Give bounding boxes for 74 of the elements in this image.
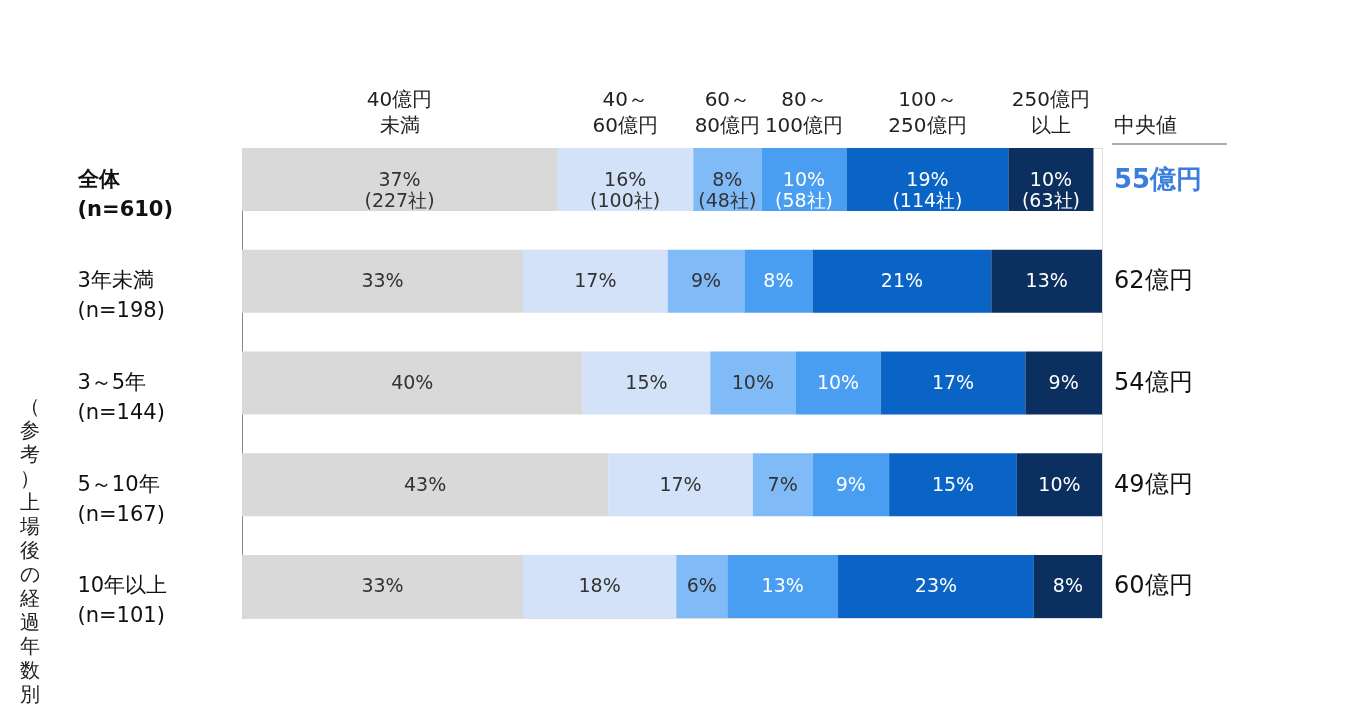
data-label: 17% xyxy=(931,371,975,393)
data-label: 10% xyxy=(1038,472,1081,495)
bar xyxy=(242,351,583,415)
bar xyxy=(557,148,694,212)
data-label: 17% xyxy=(659,472,702,495)
bar xyxy=(846,148,1009,212)
bar xyxy=(838,554,1034,618)
data-label: 10% xyxy=(816,371,860,393)
text: 54億円 xyxy=(1114,368,1193,396)
data-label: 9% xyxy=(835,472,866,495)
y-tick-label: 3年未満 (n=198) xyxy=(77,268,165,323)
data-label: 10% (58社) xyxy=(774,167,833,211)
data-label: 6% xyxy=(686,574,717,597)
bar xyxy=(582,351,711,415)
bar xyxy=(242,148,558,212)
bar xyxy=(744,249,813,313)
data-label: 7% xyxy=(767,472,798,495)
series-label: 40億円未満 xyxy=(366,87,433,137)
bar xyxy=(727,554,839,618)
bar xyxy=(667,249,745,313)
bar xyxy=(242,249,523,313)
data-label: 16% (100社) xyxy=(590,167,661,211)
bar xyxy=(522,249,668,313)
data-label: 10% (63社) xyxy=(1021,167,1080,211)
bar xyxy=(1033,554,1102,618)
y-tick-label: 10年以上 (n=101) xyxy=(77,573,168,628)
series-label: 80～100億円 xyxy=(764,87,844,137)
bar xyxy=(889,453,1017,517)
text: 49億円 xyxy=(1114,469,1193,498)
data-label: 8% xyxy=(763,269,794,292)
data-label: 13% xyxy=(1025,269,1068,292)
bar xyxy=(608,453,753,517)
data-label: 23% xyxy=(914,574,958,597)
bar xyxy=(676,554,728,618)
bar xyxy=(795,351,881,415)
data-label: 43% xyxy=(403,472,447,495)
bar xyxy=(991,249,1102,313)
series-label: 250億円以上 xyxy=(1011,87,1090,137)
bar xyxy=(710,351,796,415)
text: 60億円 xyxy=(1114,571,1193,600)
data-label: 19% (114社) xyxy=(892,167,963,211)
data-label: 8% (48社) xyxy=(698,167,757,211)
data-label: 18% xyxy=(578,574,621,597)
data-label: 33% xyxy=(361,574,404,597)
bar xyxy=(812,249,992,313)
data-label: 17% xyxy=(574,269,617,292)
series-label: 60～80億円 xyxy=(694,87,761,137)
data-label: 13% xyxy=(761,574,804,597)
text: 55億円 xyxy=(1114,163,1203,194)
data-label: 37% (227社) xyxy=(364,167,435,211)
bar xyxy=(522,554,677,618)
data-label: 40% xyxy=(391,371,434,393)
data-label: 15% xyxy=(931,472,975,495)
series-label: 40～60億円 xyxy=(592,87,658,137)
bar xyxy=(1025,351,1102,415)
data-label: 21% xyxy=(880,269,924,292)
text: 62億円 xyxy=(1114,266,1193,295)
bar xyxy=(242,453,609,517)
bar xyxy=(1016,453,1102,517)
series-label: 100～250億円 xyxy=(888,87,967,137)
bar xyxy=(812,453,890,517)
y-tick-label: 全体 (n=610) xyxy=(76,166,174,221)
text: 中央値 xyxy=(1114,113,1177,137)
data-label: 15% xyxy=(625,371,668,393)
y-tick-label: 3～5年 (n=144) xyxy=(77,370,165,424)
data-label: 33% xyxy=(361,269,404,292)
data-label: 10% xyxy=(731,371,775,393)
data-label: 9% xyxy=(690,269,722,292)
y-tick-label: 5～10年 (n=167) xyxy=(77,471,165,526)
data-label: 9% xyxy=(1048,371,1079,393)
bar xyxy=(752,453,813,517)
data-label: 8% xyxy=(1052,574,1084,597)
text: （参考）上場後の経過年数別 xyxy=(20,393,40,706)
bar xyxy=(880,351,1026,415)
